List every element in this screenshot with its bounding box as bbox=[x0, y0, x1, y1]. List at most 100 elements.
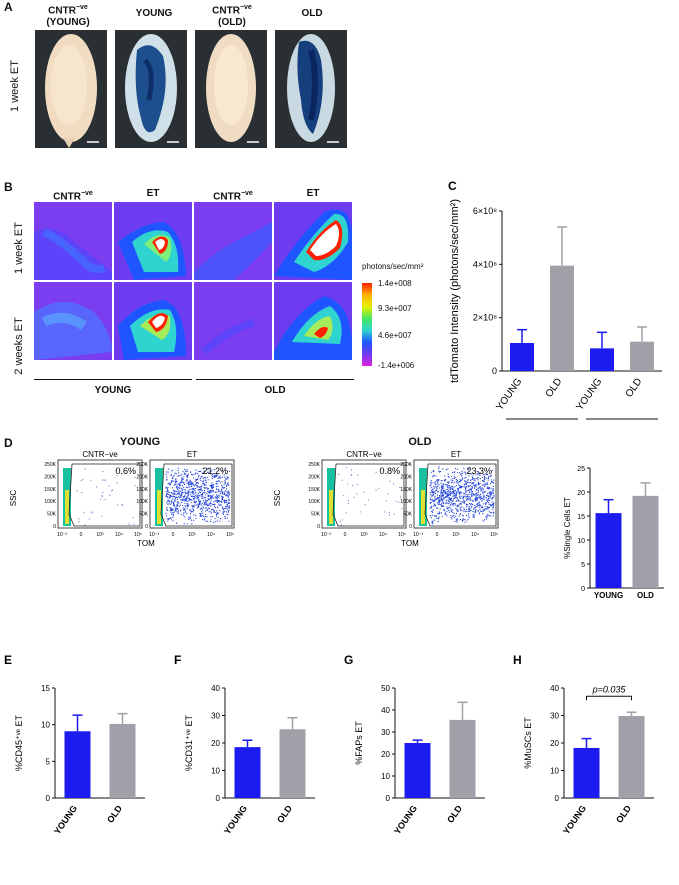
facs-event bbox=[185, 486, 188, 488]
facs-event bbox=[468, 507, 470, 509]
facs-event bbox=[480, 505, 482, 507]
facs-event bbox=[450, 515, 452, 517]
facs-event bbox=[205, 503, 208, 505]
facs-event bbox=[465, 471, 467, 473]
facs-event bbox=[212, 486, 214, 489]
facs-event bbox=[473, 484, 475, 487]
facs-event bbox=[448, 506, 450, 508]
facs-event bbox=[228, 484, 230, 486]
facs-event bbox=[226, 503, 228, 505]
facs-event bbox=[178, 495, 180, 498]
facs-event bbox=[430, 501, 432, 504]
facs-event bbox=[223, 507, 225, 510]
facs-event bbox=[214, 507, 217, 509]
facs-event bbox=[463, 467, 465, 469]
facs-event bbox=[467, 468, 470, 470]
facs-event bbox=[198, 474, 200, 476]
chart-h-muscs: H 0 10 20 30 40 %MuSCs ET YOUNG OLD p=0.035 bbox=[513, 653, 654, 836]
facs-event bbox=[442, 490, 445, 492]
facs-event bbox=[432, 520, 434, 522]
facs-event bbox=[220, 500, 222, 502]
facs-event bbox=[209, 492, 211, 494]
facs-y-tick: 50K bbox=[311, 512, 321, 518]
facs-event bbox=[189, 480, 191, 482]
facs-event bbox=[492, 515, 495, 517]
facs-event bbox=[481, 506, 483, 508]
facs-event bbox=[438, 471, 441, 473]
facs-event bbox=[199, 478, 201, 480]
facs-event bbox=[212, 475, 214, 478]
facs-event bbox=[210, 484, 212, 486]
facs-event bbox=[453, 482, 455, 484]
facs-event bbox=[173, 515, 175, 517]
facs-event bbox=[469, 467, 471, 469]
facs-event bbox=[487, 513, 489, 515]
facs-event bbox=[398, 466, 400, 469]
facs-event bbox=[224, 483, 226, 485]
facs-event bbox=[200, 487, 202, 489]
facs-event bbox=[466, 498, 468, 500]
facs-event bbox=[434, 481, 436, 483]
facs-event bbox=[201, 505, 203, 507]
facs-event bbox=[451, 492, 453, 494]
facs-event bbox=[445, 501, 447, 503]
facs-event bbox=[437, 502, 439, 504]
facs-event bbox=[450, 479, 452, 481]
facs-event bbox=[457, 505, 459, 507]
facs-event bbox=[192, 498, 195, 500]
facs-event bbox=[472, 499, 474, 501]
x-tick-label: YOUNG bbox=[392, 803, 419, 836]
facs-event bbox=[169, 501, 171, 503]
facs-event bbox=[183, 500, 185, 502]
facs-event bbox=[432, 521, 434, 523]
facs-event bbox=[215, 491, 217, 493]
facs-event bbox=[470, 503, 472, 505]
facs-event bbox=[340, 524, 342, 526]
facs-event bbox=[115, 469, 117, 472]
facs-event bbox=[436, 517, 438, 520]
facs-event bbox=[200, 507, 202, 510]
facs-event bbox=[455, 478, 458, 481]
bar-old bbox=[279, 729, 306, 798]
facs-event bbox=[438, 484, 440, 486]
facs-event bbox=[440, 480, 443, 482]
facs-event bbox=[201, 475, 203, 478]
facs-event bbox=[173, 499, 175, 501]
facs-event bbox=[189, 489, 191, 491]
facs-event bbox=[167, 499, 169, 502]
facs-event bbox=[104, 499, 106, 501]
facs-event bbox=[480, 490, 482, 492]
facs-event bbox=[462, 518, 464, 520]
facs-event bbox=[187, 503, 189, 505]
facs-event bbox=[224, 516, 226, 518]
facs-event bbox=[214, 521, 216, 523]
facs-event bbox=[220, 504, 222, 506]
facs-event bbox=[461, 501, 463, 503]
facs-event bbox=[492, 503, 494, 505]
facs-event bbox=[217, 516, 219, 518]
facs-event bbox=[459, 487, 462, 489]
facs-event bbox=[453, 492, 455, 495]
facs-event bbox=[433, 487, 435, 489]
facs-event bbox=[446, 485, 448, 487]
facs-event bbox=[363, 491, 365, 493]
facs-event bbox=[472, 516, 474, 518]
facs-event bbox=[431, 482, 433, 484]
facs-event bbox=[375, 471, 377, 474]
facs-event bbox=[172, 520, 174, 522]
facs-event bbox=[455, 512, 458, 515]
facs-event bbox=[166, 502, 168, 504]
panel-letter-G: G bbox=[344, 653, 353, 667]
facs-event bbox=[196, 478, 198, 480]
facs-event bbox=[484, 484, 486, 486]
facs-event bbox=[488, 488, 490, 490]
facs-event bbox=[165, 487, 167, 489]
facs-event bbox=[80, 480, 82, 482]
facs-event bbox=[187, 470, 189, 472]
facs-event bbox=[203, 476, 206, 479]
facs-event bbox=[482, 496, 485, 498]
facs-event bbox=[78, 520, 80, 523]
facs-event bbox=[227, 501, 229, 503]
facs-event bbox=[483, 478, 485, 480]
facs-event bbox=[198, 500, 200, 503]
